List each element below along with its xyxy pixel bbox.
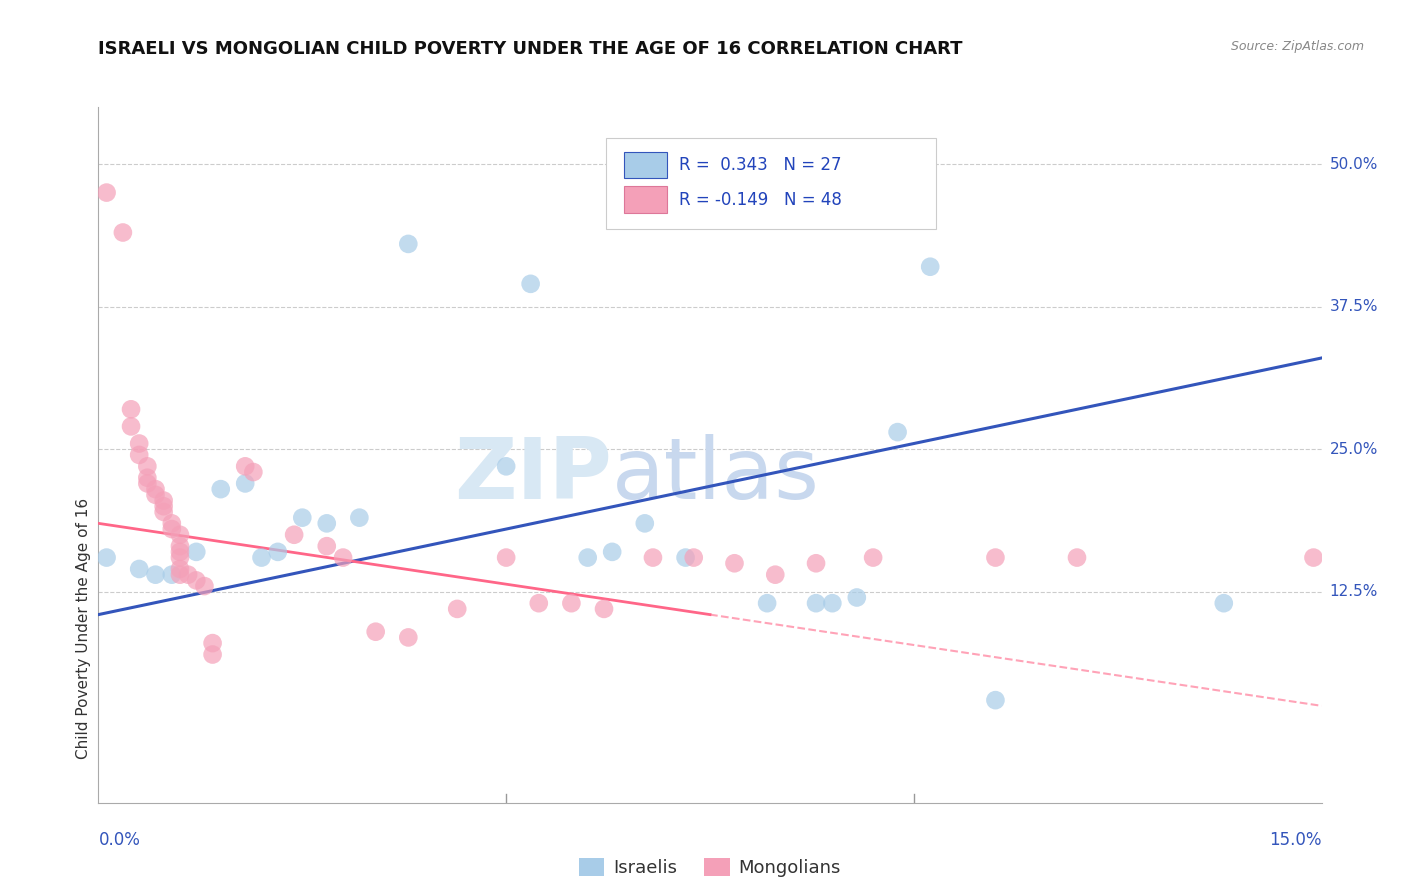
Point bbox=[291, 510, 314, 524]
Text: 15.0%: 15.0% bbox=[1270, 831, 1322, 849]
Point bbox=[364, 624, 387, 639]
Point bbox=[169, 539, 191, 553]
Point bbox=[886, 425, 908, 439]
Legend: Israelis, Mongolians: Israelis, Mongolians bbox=[572, 851, 848, 884]
Point bbox=[1066, 550, 1088, 565]
Point bbox=[984, 693, 1007, 707]
Text: 37.5%: 37.5% bbox=[1330, 299, 1378, 314]
Point bbox=[128, 562, 150, 576]
Point bbox=[128, 436, 150, 450]
Point bbox=[160, 522, 183, 536]
Point bbox=[1302, 550, 1324, 565]
Point bbox=[600, 545, 623, 559]
Point bbox=[186, 545, 208, 559]
Point bbox=[136, 476, 159, 491]
Point bbox=[169, 545, 191, 559]
Point bbox=[332, 550, 354, 565]
Text: Source: ZipAtlas.com: Source: ZipAtlas.com bbox=[1230, 40, 1364, 54]
Point bbox=[145, 488, 167, 502]
Point bbox=[821, 596, 844, 610]
Point bbox=[145, 567, 167, 582]
Text: 12.5%: 12.5% bbox=[1330, 584, 1378, 599]
Point bbox=[111, 226, 134, 240]
FancyBboxPatch shape bbox=[606, 138, 936, 229]
Point bbox=[593, 602, 616, 616]
Point bbox=[675, 550, 697, 565]
Point bbox=[242, 465, 264, 479]
Text: 0.0%: 0.0% bbox=[98, 831, 141, 849]
Point bbox=[349, 510, 371, 524]
Point bbox=[723, 556, 745, 570]
Point bbox=[756, 596, 779, 610]
Point bbox=[152, 505, 174, 519]
Point bbox=[396, 631, 419, 645]
Point bbox=[396, 236, 419, 251]
Point bbox=[177, 567, 200, 582]
Point bbox=[527, 596, 550, 610]
Text: 25.0%: 25.0% bbox=[1330, 442, 1378, 457]
Point bbox=[634, 516, 657, 531]
Point bbox=[862, 550, 884, 565]
Point bbox=[193, 579, 215, 593]
Point bbox=[763, 567, 786, 582]
Point bbox=[128, 448, 150, 462]
Point bbox=[845, 591, 868, 605]
Point bbox=[152, 500, 174, 514]
Text: ZIP: ZIP bbox=[454, 434, 612, 517]
Point bbox=[315, 539, 337, 553]
Point bbox=[920, 260, 942, 274]
Point bbox=[519, 277, 541, 291]
Point bbox=[169, 562, 191, 576]
Point bbox=[682, 550, 704, 565]
Point bbox=[160, 516, 183, 531]
Point bbox=[641, 550, 664, 565]
Point bbox=[160, 567, 183, 582]
Text: Child Poverty Under the Age of 16: Child Poverty Under the Age of 16 bbox=[76, 499, 91, 759]
Point bbox=[136, 459, 159, 474]
Point bbox=[120, 419, 142, 434]
Point bbox=[209, 482, 232, 496]
Point bbox=[804, 596, 827, 610]
Point bbox=[169, 550, 191, 565]
Bar bbox=[624, 152, 668, 178]
Bar bbox=[624, 186, 668, 213]
Point bbox=[169, 567, 191, 582]
Point bbox=[145, 482, 167, 496]
Point bbox=[186, 574, 208, 588]
Point bbox=[169, 528, 191, 542]
Point bbox=[250, 550, 273, 565]
Point bbox=[495, 459, 517, 474]
Point bbox=[96, 550, 118, 565]
Text: R =  0.343   N = 27: R = 0.343 N = 27 bbox=[679, 156, 842, 174]
Point bbox=[136, 471, 159, 485]
Point bbox=[984, 550, 1007, 565]
Point bbox=[576, 550, 599, 565]
Point bbox=[152, 493, 174, 508]
Point bbox=[1212, 596, 1234, 610]
Point bbox=[120, 402, 142, 417]
Text: ISRAELI VS MONGOLIAN CHILD POVERTY UNDER THE AGE OF 16 CORRELATION CHART: ISRAELI VS MONGOLIAN CHILD POVERTY UNDER… bbox=[98, 40, 963, 58]
Point bbox=[267, 545, 290, 559]
Point bbox=[283, 528, 305, 542]
Text: 50.0%: 50.0% bbox=[1330, 157, 1378, 171]
Point bbox=[804, 556, 827, 570]
Point bbox=[233, 459, 256, 474]
Point bbox=[201, 636, 224, 650]
Point bbox=[560, 596, 582, 610]
Point bbox=[201, 648, 224, 662]
Point bbox=[446, 602, 468, 616]
Point bbox=[315, 516, 337, 531]
Text: atlas: atlas bbox=[612, 434, 820, 517]
Point bbox=[233, 476, 256, 491]
Point bbox=[495, 550, 517, 565]
Text: R = -0.149   N = 48: R = -0.149 N = 48 bbox=[679, 191, 842, 209]
Point bbox=[96, 186, 118, 200]
